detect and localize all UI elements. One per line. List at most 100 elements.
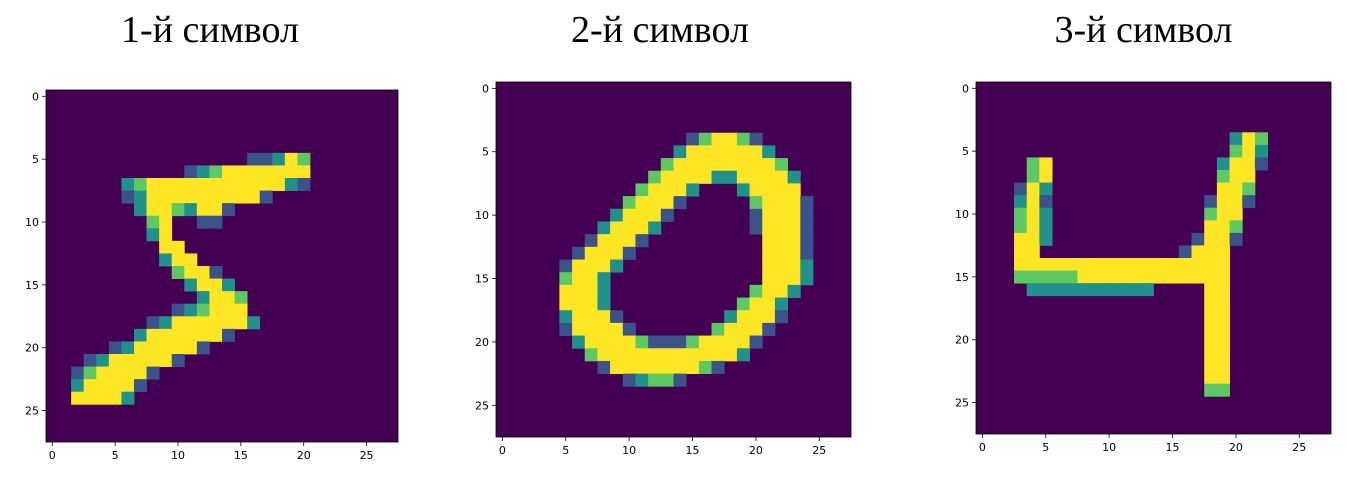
heatmap-cell [698,360,712,375]
heatmap-cell [686,348,700,362]
heatmap-cell [234,316,248,330]
heatmap-cell [762,145,776,159]
heatmap-cell [1039,182,1053,196]
heatmap-cell [1216,283,1230,297]
heatmap-cell [736,183,750,197]
x-tick-label: 5 [562,444,569,457]
heatmap-cell [610,259,624,273]
heatmap-cell [724,348,738,362]
heatmap-cell [222,291,235,305]
heatmap-cell [749,297,763,311]
heatmap-cell [749,183,763,197]
heatmap-cell [146,228,160,242]
heatmap-cell [1229,195,1243,209]
heatmap-cell [1216,295,1230,309]
heatmap-cell [1128,283,1142,297]
heatmap-cell [736,132,750,146]
heatmap-cell [622,335,636,349]
heatmap-cell [610,234,624,248]
heatmap-cell [1216,182,1230,196]
x-tick-label: 5 [1042,441,1049,454]
heatmap-cell [1166,270,1180,284]
heatmap-cell [1026,258,1040,271]
heatmap-cell [673,170,687,184]
heatmap-cell [698,335,712,349]
heatmap-cell [635,183,649,197]
heatmap-cell [1229,220,1243,234]
heatmap-cell [159,253,173,267]
heatmap-cell [1090,258,1104,271]
heatmap-cell [736,297,750,311]
heatmap-cell [787,170,801,184]
heatmap-cell [774,158,789,172]
x-tick-label: 10 [171,449,185,462]
heatmap-cell [762,297,776,311]
heatmap-cell [108,391,122,405]
x-tick-label: 15 [234,449,248,462]
heatmap-cell [749,310,763,324]
heatmap-cell [572,284,586,298]
heatmap-cell [736,145,750,159]
heatmap-cell [597,284,611,298]
heatmap-cell [184,253,198,267]
heatmap-cell [159,178,173,191]
heatmap-cell [749,322,763,336]
heatmap-cell [1014,207,1028,221]
heatmap-cell [196,328,210,342]
heatmap-cell [736,335,750,349]
heatmap-cell [572,259,586,273]
heatmap-cell [559,272,573,286]
heatmap-cell [698,132,712,146]
heatmap-cell [673,183,687,197]
y-tick-label: 20 [25,342,39,355]
heatmap-cell [673,145,687,159]
heatmap-cell [1026,232,1040,246]
axes-frame [45,89,399,443]
x-tick-label: 20 [297,449,311,462]
heatmap-cell [774,208,789,222]
heatmap-cell [610,246,624,260]
heatmap-cell [711,132,725,146]
heatmap-cell [171,266,185,279]
heatmap-cell [572,335,586,349]
heatmap-cell [259,165,273,179]
heatmap-cell [209,328,223,342]
heatmap-cell [1204,371,1218,385]
heatmap-cell [1026,207,1040,221]
heatmap-cell [572,272,586,286]
heatmap-cell [1204,232,1218,246]
heatmap-cell [762,183,776,197]
heatmap-cell [800,272,814,286]
heatmap-cell [1216,245,1230,259]
heatmap-cell [1204,195,1218,209]
heatmap-cell [572,310,586,324]
heatmap-cell [597,297,611,311]
heatmap-cell [800,208,814,222]
heatmap-cell [787,183,801,197]
heatmap-cell [1026,220,1040,234]
heatmap-cell [284,165,298,179]
heatmap-cell [673,335,687,349]
heatmap-cell [1014,245,1028,259]
heatmap-cell [134,366,147,380]
heatmap-cell [1216,195,1230,209]
heatmap-cell [597,322,611,336]
heatmap-cell [774,234,789,248]
heatmap-cell [1191,258,1205,271]
y-tick-label: 0 [32,90,39,103]
heatmap-cell [196,190,210,204]
heatmap-cell [134,178,147,191]
heatmap-cell [787,246,801,260]
heatmap-cell [711,170,725,184]
x-tick-label: 25 [360,449,374,462]
heatmap-cell [121,341,135,355]
heatmap-cell [774,259,789,273]
heatmap-cell [584,310,598,324]
heatmap-cell [584,297,598,311]
heatmap-cell [146,178,160,191]
heatmap-cell [762,310,776,324]
heatmap-cell [800,221,814,235]
heatmap-cell [1216,358,1230,372]
heatmap-cell [209,215,223,229]
heatmap-cell [774,196,789,210]
